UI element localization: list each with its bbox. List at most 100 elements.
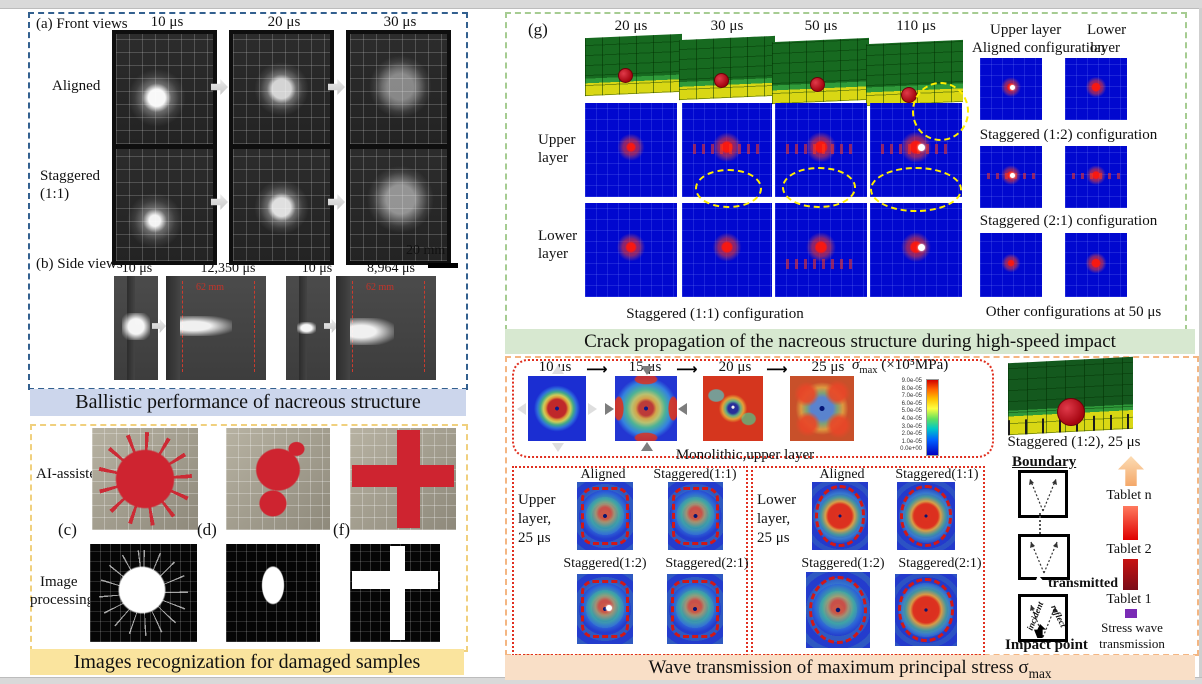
outward-arrow-icon <box>517 403 526 415</box>
damage-region-overlay <box>106 440 184 518</box>
impact-flash <box>297 321 316 335</box>
block-title-upper3: 25 μs <box>518 530 551 546</box>
front-view-image <box>346 30 451 148</box>
heatmap-image <box>668 482 723 550</box>
inward-arrow-icon <box>678 403 687 415</box>
crack-pattern <box>1065 233 1127 297</box>
panel-g-title: (g) <box>528 20 548 39</box>
panel-a-title: (a) Front views <box>36 16 128 32</box>
crack-arms <box>786 144 856 154</box>
block-title-lower: Lower <box>757 492 797 508</box>
debris-plume <box>350 317 394 345</box>
outward-arrow-icon <box>552 443 564 452</box>
tablet-1-bar <box>1125 609 1137 618</box>
row-label-lower2: layer <box>538 246 568 262</box>
red-dashed-circle <box>898 577 954 643</box>
window-edge-right <box>1199 8 1202 677</box>
crack-pattern <box>585 203 677 297</box>
yellow-dashed-ellipse <box>912 82 970 141</box>
block-title-upper2: layer, <box>518 511 552 527</box>
crack-pattern <box>870 203 962 297</box>
perforation-dot <box>917 144 925 152</box>
tablet-schematic-square <box>1018 470 1068 518</box>
red-dashed-outline <box>671 579 719 639</box>
config-header: Staggered(1:1) <box>895 467 979 482</box>
heatmap-image <box>605 366 687 451</box>
mesh-cross-section <box>679 35 775 101</box>
right-header-lower2: layer <box>1090 40 1120 56</box>
crack-arms <box>786 259 856 269</box>
bw-processed-image <box>226 544 320 642</box>
perforation-dot <box>1009 85 1015 91</box>
sigma-subscript: max <box>859 365 878 376</box>
crack-arms <box>881 144 951 154</box>
bw-processed-image <box>90 544 197 642</box>
crack-sim-image <box>1065 233 1127 297</box>
row-label-staggered-ratio: (1:1) <box>40 186 70 202</box>
target-plate <box>166 276 180 380</box>
label-monolithic: Monolithic,upper layer <box>675 447 815 463</box>
damage-blob <box>248 551 298 627</box>
ai-damage-photo <box>350 428 456 530</box>
row-label-upper: Upper <box>538 132 576 148</box>
right-header-upper-layer: Upper layer <box>990 22 1062 38</box>
label-tablet-n: Tablet n <box>1106 488 1152 503</box>
heatmap-image <box>790 376 854 441</box>
red-dashed-outline <box>581 579 629 639</box>
config-header: Staggered(1:2) <box>801 556 885 571</box>
caption-wave-subscript: max <box>1028 665 1052 681</box>
label-boundary: Boundary <box>1012 454 1077 470</box>
right-header-lower: Lower <box>1087 22 1127 38</box>
impact-flash <box>121 313 151 341</box>
monolithic-red-dashed-box <box>512 359 994 458</box>
mesh-cross-section <box>772 37 869 105</box>
crack-arms <box>1072 173 1120 180</box>
crack-pattern <box>775 203 867 297</box>
label-other-configs: Other configurations at 50 μs <box>985 304 1162 320</box>
time-label: 110 μs <box>896 18 936 34</box>
row-label-processing: processing <box>30 592 95 608</box>
legend-stress-wave: Stress wave <box>1101 620 1163 635</box>
crack-sim-image <box>682 203 772 297</box>
projectile-dot <box>618 68 633 83</box>
damage-cross-vertical <box>389 545 405 641</box>
time-label: 10 μs <box>301 261 333 276</box>
heatmap-image <box>667 574 723 644</box>
wave-dotted-connector <box>1039 513 1041 534</box>
damage-cross-horizontal <box>351 571 439 590</box>
distance-label: 62 mm <box>196 282 225 294</box>
heatmap-image <box>577 574 633 644</box>
flow-arrow-icon: ⟶ <box>676 360 698 378</box>
perforation-dot <box>917 244 925 252</box>
front-view-image <box>346 145 451 265</box>
row-label-aligned: Aligned <box>52 78 101 94</box>
row-label-staggered: Staggered <box>40 168 100 184</box>
panel-b-title: (b) Side views <box>36 256 123 272</box>
perforation-dot <box>606 604 613 611</box>
outward-arrow-icon <box>588 403 597 415</box>
wave-path-arrows <box>1030 541 1058 574</box>
heatmap-image <box>517 365 597 452</box>
flow-arrow-icon: ⟶ <box>586 360 608 378</box>
config-label-staggered21: Staggered (2:1) configuration <box>979 213 1158 229</box>
sigma-symbol: σ <box>852 357 860 373</box>
front-view-image <box>229 145 334 265</box>
heatmap-image <box>806 572 870 648</box>
sub-label-d: (d) <box>197 520 217 539</box>
time-label: 20 μs <box>614 18 648 34</box>
heatmap-image <box>703 376 763 441</box>
ai-damage-photo <box>92 428 198 530</box>
front-view-image <box>112 145 217 265</box>
label-tablet-1: Tablet 1 <box>1106 592 1152 607</box>
distance-dashed-line <box>424 281 425 372</box>
label-tablet-2: Tablet 2 <box>1106 542 1152 557</box>
crack-pattern <box>585 103 677 197</box>
distance-dashed-line <box>254 281 255 372</box>
caption-crack: Crack propagation of the nacreous struct… <box>505 329 1195 354</box>
time-label: 50 μs <box>804 18 838 34</box>
config-label-staggered12: Staggered (1:2) configuration <box>979 127 1158 143</box>
block-title-upper: Upper <box>518 492 556 508</box>
time-label: 30 μs <box>383 14 417 30</box>
config-header: Aligned <box>819 467 865 482</box>
